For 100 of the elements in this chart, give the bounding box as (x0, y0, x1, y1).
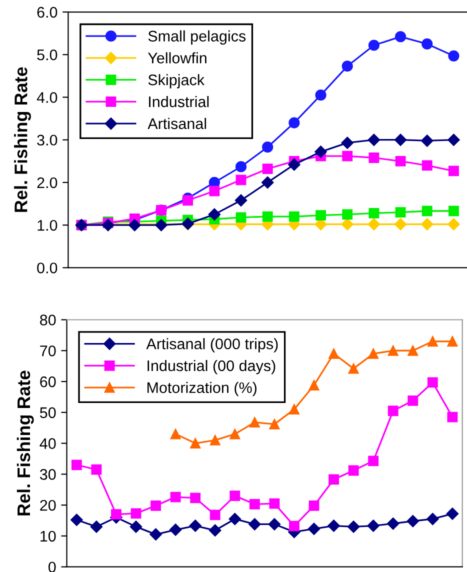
point (261, 176, 274, 189)
point (235, 161, 247, 172)
point (288, 158, 300, 171)
point (427, 377, 438, 388)
legend-label: Artisanal (000 trips) (146, 338, 278, 352)
point (130, 508, 142, 519)
legend-label: Industrial (00 days) (148, 360, 276, 374)
point (170, 428, 181, 440)
point (367, 520, 380, 532)
y-tick-label: 30 (40, 469, 56, 480)
point (328, 474, 339, 485)
point (368, 208, 380, 218)
y-tick-label: 2.0 (37, 177, 58, 188)
point (447, 336, 458, 347)
y-tick-label: 80 (40, 314, 56, 326)
point (210, 510, 220, 520)
point (388, 406, 398, 416)
point (210, 435, 220, 446)
point (269, 418, 280, 430)
point (288, 117, 300, 128)
point (262, 211, 273, 222)
legend-label: Motorization (%) (147, 382, 256, 396)
y-tick-label: 10 (40, 530, 56, 542)
point (249, 498, 260, 510)
point (314, 146, 327, 158)
y-axis-title: Rel. Fishing Rate (14, 67, 31, 212)
point (408, 395, 418, 406)
point (422, 160, 432, 171)
point (342, 209, 353, 220)
legend-label: Industrial (149, 96, 209, 108)
legend-label: Artisanal (148, 118, 206, 130)
point (328, 520, 340, 532)
legend-label: Small pelagics (148, 30, 246, 45)
point (368, 348, 379, 359)
point (236, 174, 246, 186)
point (348, 465, 359, 476)
point (395, 156, 406, 166)
point (70, 514, 83, 526)
y-tick-label: 40 (40, 438, 56, 449)
point (368, 152, 380, 163)
point (348, 363, 359, 374)
point (308, 380, 320, 390)
point (342, 150, 353, 162)
point (448, 206, 459, 216)
point (421, 134, 434, 147)
point (269, 498, 280, 509)
point (394, 134, 407, 146)
point (422, 206, 432, 216)
point (208, 208, 221, 221)
point (189, 520, 202, 532)
point (341, 136, 354, 149)
point (268, 518, 281, 530)
point (427, 336, 438, 347)
y-tick-label: 0.0 (37, 262, 58, 274)
y-tick-label: 50 (40, 407, 56, 418)
point (368, 40, 380, 51)
point (150, 500, 161, 511)
point (228, 512, 241, 526)
y-tick-label: 5.0 (37, 49, 58, 60)
y-tick-label: 20 (40, 500, 56, 511)
point (190, 438, 201, 449)
y-axis-title: Rel. Fishing Rate (16, 370, 34, 516)
point (230, 428, 240, 440)
point (111, 509, 122, 520)
point (395, 207, 406, 218)
point (448, 50, 460, 62)
y-tick-label: 6.0 (37, 6, 58, 18)
point (230, 490, 240, 502)
y-tick-label: 70 (40, 346, 56, 356)
point (342, 60, 353, 72)
point (422, 38, 433, 50)
point (347, 520, 360, 533)
point (406, 515, 419, 528)
point (308, 500, 320, 511)
point (190, 492, 201, 504)
legend-label: Skipjack (148, 74, 205, 88)
point (426, 512, 439, 526)
point (249, 417, 260, 428)
point (262, 142, 274, 153)
point (209, 524, 222, 536)
point (315, 90, 326, 101)
point (170, 492, 181, 502)
point (328, 348, 339, 359)
point (368, 134, 380, 146)
legend-label: Yellowfin (148, 52, 206, 64)
y-tick-label: 60 (40, 376, 56, 388)
point (368, 218, 380, 230)
point (262, 164, 273, 174)
point (130, 520, 142, 533)
y-tick-label: 1.0 (38, 220, 58, 231)
point (236, 212, 246, 223)
point (448, 166, 459, 176)
point (182, 195, 194, 206)
point (289, 520, 300, 532)
point (209, 186, 220, 196)
point (388, 345, 398, 356)
point (289, 404, 300, 415)
point (341, 218, 354, 230)
point (448, 218, 460, 230)
point (90, 520, 103, 533)
